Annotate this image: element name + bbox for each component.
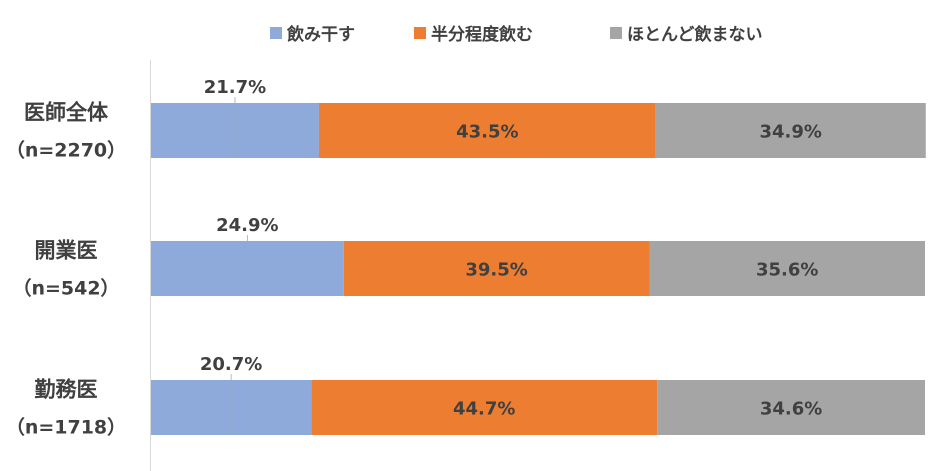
data-label-2-1: 35.6% (756, 260, 818, 281)
bar-segment-1-2 (311, 380, 658, 435)
data-label-2-2: 34.6% (760, 399, 822, 420)
legend-swatch-2 (610, 27, 622, 39)
bar-segment-2-2 (657, 380, 925, 435)
data-label-1-0: 43.5% (456, 122, 518, 143)
legend-label-1: 半分程度飲む (431, 24, 533, 45)
legend: 飲み干す 半分程度飲む ほとんど飲まない (270, 24, 763, 45)
bar-segment-1-0 (318, 103, 656, 158)
legend-label-2: ほとんど飲まない (627, 24, 763, 45)
bar-segment-2-0 (655, 103, 926, 158)
data-label-2-0: 34.9% (759, 122, 821, 143)
data-label-0-0: 21.7% (204, 77, 266, 98)
data-label-0-1: 24.9% (216, 215, 278, 236)
data-label-1-2: 44.7% (453, 399, 515, 420)
legend-label-0: 飲み干す (286, 24, 355, 45)
category-n-label-2: （n=1718） (6, 416, 126, 439)
bar-segment-2-1 (649, 241, 925, 296)
category-n-label-0: （n=2270） (6, 139, 126, 162)
legend-swatch-0 (270, 27, 282, 39)
legend-swatch-1 (414, 27, 426, 39)
category-n-label-1: （n=542） (12, 277, 119, 300)
category-label-1: 開業医 (35, 239, 98, 263)
data-label-0-2: 20.7% (200, 354, 262, 375)
data-label-1-1: 39.5% (465, 260, 527, 281)
data-labels: 21.7% 43.5% 34.9% 24.9% 39.5% 35.6% 20.7% 44.7%… (200, 77, 822, 435)
category-label-0: 医師全体 (24, 101, 109, 125)
category-labels: 医師全体 （n=2270） 開業医 （n=542） 勤務医 （n=1718） (6, 101, 126, 439)
bar-segment-1-1 (343, 241, 650, 296)
category-label-2: 勤務医 (35, 378, 98, 402)
